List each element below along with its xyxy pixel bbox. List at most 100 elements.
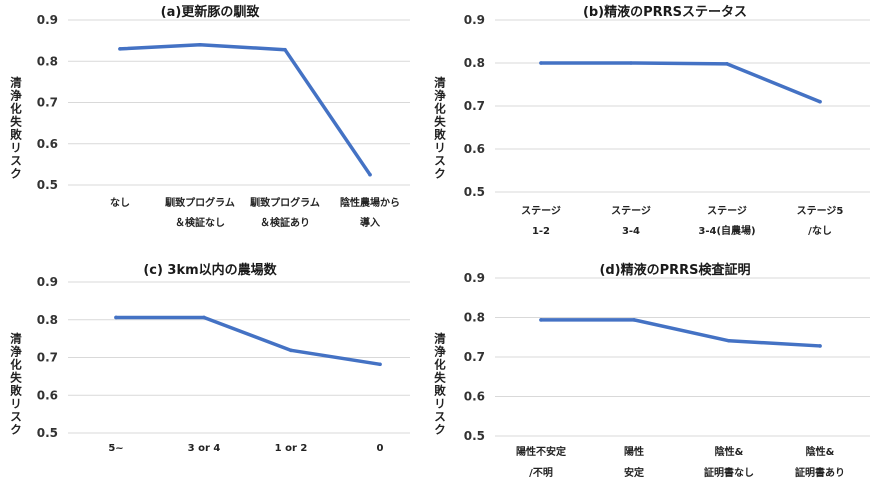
chart-panel: (c) 3km以内の農場数 0.5 0.6 0.7 0.8 0.9 清浄化失敗リスク 5~ 3 …	[10, 262, 410, 454]
y-axis-label-char: 敗	[434, 384, 446, 398]
y-tick-label: 0.7	[37, 96, 58, 110]
y-axis-label-char: 浄	[434, 345, 446, 359]
y-axis-label-char: リ	[10, 397, 22, 411]
data-point	[283, 47, 287, 52]
chart-title: (b)精液のPRRSステータス	[583, 4, 747, 20]
data-point	[632, 318, 636, 322]
data-point	[198, 42, 202, 47]
x-category-label: 馴致プログラム	[165, 196, 235, 209]
y-axis-label-char: 失	[10, 115, 22, 129]
x-category-label: ステージ	[707, 205, 747, 217]
x-category-label: 5~	[108, 443, 123, 454]
chart-title: (a)更新豚の馴致	[161, 4, 261, 20]
y-axis-label-char: 失	[10, 371, 22, 385]
y-axis-label-char: ク	[434, 167, 446, 181]
series-line	[539, 61, 822, 104]
chart-title: (c) 3km以内の農場数	[143, 262, 277, 278]
y-axis-label-char: 化	[434, 358, 446, 372]
y-tick-label: 0.7	[464, 350, 485, 364]
y-tick-label: 0.5	[37, 426, 58, 440]
y-tick-label: 0.7	[464, 99, 485, 113]
x-category-label: 馴致プログラム	[250, 196, 320, 209]
x-category-label: 3-4	[622, 226, 640, 237]
y-axis-label-char: 化	[10, 358, 22, 372]
y-tick-label: 0.8	[37, 54, 58, 68]
x-category-label: 陽性不安定	[516, 445, 566, 458]
y-axis-label-char: 清	[434, 332, 446, 346]
series-line	[118, 43, 372, 177]
data-point	[118, 47, 122, 51]
x-category-label: 安定	[624, 466, 644, 479]
y-axis-label: 清浄化失敗リスク	[10, 332, 22, 437]
data-point	[818, 99, 822, 104]
y-axis-label-char: 清	[434, 76, 446, 90]
y-tick-label: 0.5	[464, 429, 485, 443]
y-axis-label-char: 敗	[434, 128, 446, 142]
data-point	[725, 62, 729, 66]
x-category-label: 陰性農場から	[340, 196, 400, 209]
y-tick-label: 0.8	[464, 56, 485, 70]
x-category-label: 1-2	[532, 226, 550, 237]
x-category-label: /不明	[529, 467, 553, 479]
y-axis-label-char: ク	[10, 167, 22, 181]
series-line	[539, 318, 822, 348]
y-axis-label-char: リ	[10, 141, 22, 155]
x-category-label: ＆検証あり	[260, 216, 310, 229]
data-point	[629, 61, 633, 65]
data-point	[539, 318, 543, 322]
data-point	[202, 315, 206, 320]
y-axis-label-char: リ	[434, 397, 446, 411]
y-tick-label: 0.6	[37, 137, 58, 151]
y-axis-label-char: 化	[434, 102, 446, 116]
series-line	[114, 315, 382, 367]
x-category-label: /なし	[808, 225, 832, 237]
chart-panel: (b)精液のPRRSステータス 0.5 0.6 0.7 0.8 0.9 清浄化失敗リスクステ…	[434, 4, 870, 237]
x-category-label: ステージ5	[797, 205, 844, 217]
x-category-label: 証明書なし	[704, 466, 754, 479]
y-tick-label: 0.9	[37, 13, 58, 27]
y-axis-label-char: 失	[434, 371, 446, 385]
x-category-label: 陰性&	[715, 445, 744, 458]
x-category-label: 3-4(自農場)	[698, 224, 755, 237]
y-axis-label-char: 浄	[434, 89, 446, 103]
y-axis-label-char: ス	[434, 154, 446, 168]
y-axis-label-char: 敗	[10, 384, 22, 398]
data-point	[368, 172, 372, 177]
y-axis-label-char: ス	[434, 410, 446, 424]
data-point	[539, 61, 543, 65]
x-category-label: 1 or 2	[275, 443, 308, 454]
y-tick-label: 0.9	[464, 13, 485, 27]
y-tick-label: 0.9	[464, 271, 485, 285]
data-point	[289, 348, 293, 353]
x-category-label: 陽性	[624, 445, 644, 458]
y-axis-label-char: ク	[434, 423, 446, 437]
y-tick-label: 0.9	[37, 275, 58, 289]
y-axis-label-char: 敗	[10, 128, 22, 142]
y-axis-label-char: 化	[10, 102, 22, 116]
y-axis-label-char: ス	[10, 154, 22, 168]
y-tick-label: 0.6	[464, 390, 485, 404]
x-category-label: 導入	[360, 216, 380, 229]
y-axis-label-char: 失	[434, 115, 446, 129]
y-tick-label: 0.6	[37, 388, 58, 402]
data-point	[727, 339, 731, 343]
chart-title: (d)精液のPRRS検査証明	[599, 262, 750, 278]
y-tick-label: 0.7	[37, 351, 58, 365]
x-category-label: ステージ	[521, 205, 561, 217]
y-tick-label: 0.8	[464, 311, 485, 325]
data-point	[818, 344, 822, 348]
x-category-label: ステージ	[611, 205, 651, 217]
x-category-label: 3 or 4	[188, 443, 221, 454]
y-axis-label: 清浄化失敗リスク	[434, 332, 446, 437]
y-axis-label-char: 清	[10, 332, 22, 346]
x-category-label: ＆検証なし	[175, 216, 225, 229]
y-axis-label-char: 浄	[10, 89, 22, 103]
y-axis-label: 清浄化失敗リスク	[434, 76, 446, 181]
y-tick-label: 0.6	[464, 142, 485, 156]
data-point	[378, 362, 382, 367]
data-point	[114, 315, 118, 320]
y-axis-label-char: ス	[10, 410, 22, 424]
